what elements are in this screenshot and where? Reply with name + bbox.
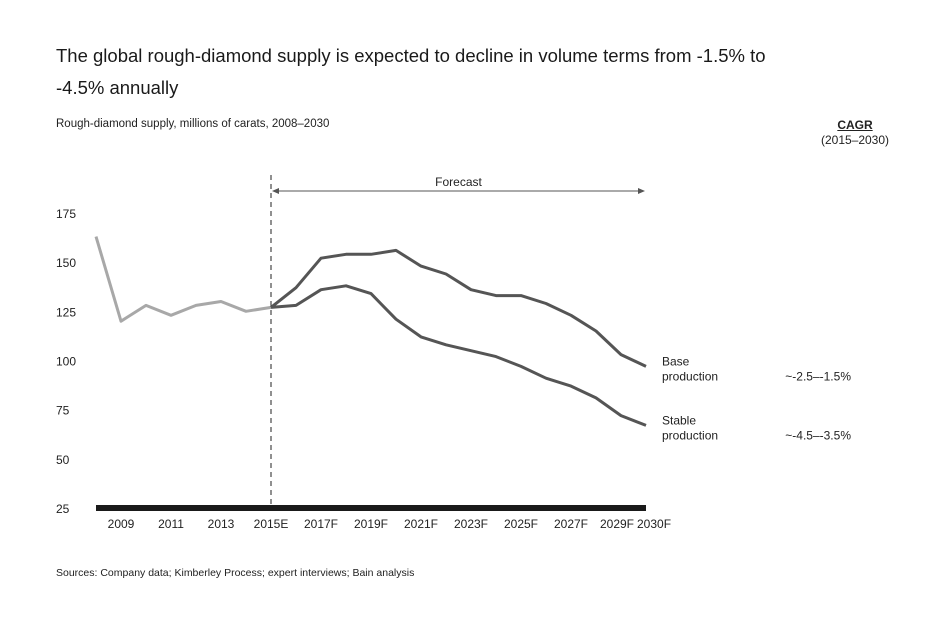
x-tick-label: 2025F <box>504 517 538 531</box>
forecast-arrow-left-icon <box>272 188 279 194</box>
series-label-line2: production <box>662 369 718 383</box>
historical-line <box>94 236 272 323</box>
y-tick-label: 150 <box>56 256 76 270</box>
y-tick-label: 125 <box>56 305 76 319</box>
y-tick-label: 25 <box>56 502 70 516</box>
series-label-line2: production <box>662 428 718 442</box>
chart-title: The global rough-diamond supply is expec… <box>56 45 766 98</box>
forecast-arrow-right-icon <box>638 188 645 194</box>
x-tick-label: 2017F <box>304 517 338 531</box>
x-tick-label: 2011 <box>158 517 184 531</box>
source-note: Sources: Company data; Kimberley Process… <box>56 567 415 579</box>
y-tick-label: 50 <box>56 453 70 467</box>
y-tick-label: 175 <box>56 207 76 221</box>
y-tick-label: 75 <box>56 404 70 418</box>
x-tick-label: 2021F <box>404 517 438 531</box>
cagr-value: ~-2.5–-1.5% <box>785 369 851 383</box>
forecast-label: Forecast <box>435 175 482 189</box>
x-tick-label: 2029F <box>600 517 634 531</box>
x-tick-label: 2015E <box>254 517 289 531</box>
y-tick-label: 100 <box>56 355 76 369</box>
x-tick-label: 2009 <box>108 517 135 531</box>
x-tick-label: 2030F <box>637 517 671 531</box>
chart-subtitle: Rough-diamond supply, millions of carats… <box>56 118 330 130</box>
x-tick-label: 2027F <box>554 517 588 531</box>
x-tick-label: 2013 <box>208 517 235 531</box>
series-label-line1: Stable <box>662 413 696 427</box>
cagr-heading: CAGR <box>837 118 873 132</box>
base-production-line <box>270 248 647 368</box>
stable-production-line <box>270 284 647 427</box>
cagr-value: ~-4.5–-3.5% <box>785 428 851 442</box>
cagr-period: (2015–2030) <box>820 133 890 147</box>
series-label-line1: Base <box>662 354 690 368</box>
x-tick-label: 2019F <box>354 517 388 531</box>
x-tick-label: 2023F <box>454 517 488 531</box>
